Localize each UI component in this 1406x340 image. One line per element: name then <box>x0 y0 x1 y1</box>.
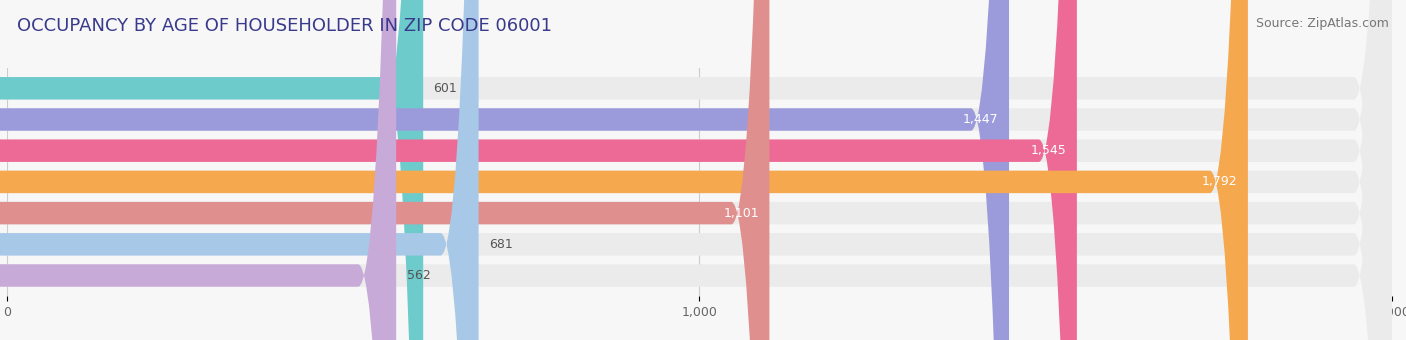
Text: 1,447: 1,447 <box>963 113 998 126</box>
FancyBboxPatch shape <box>0 0 478 340</box>
Text: 1,545: 1,545 <box>1031 144 1067 157</box>
Text: 562: 562 <box>406 269 430 282</box>
FancyBboxPatch shape <box>0 0 396 340</box>
Text: 601: 601 <box>433 82 457 95</box>
Text: 681: 681 <box>489 238 513 251</box>
FancyBboxPatch shape <box>0 0 769 340</box>
Text: 1,792: 1,792 <box>1202 175 1237 188</box>
FancyBboxPatch shape <box>0 0 1010 340</box>
Text: OCCUPANCY BY AGE OF HOUSEHOLDER IN ZIP CODE 06001: OCCUPANCY BY AGE OF HOUSEHOLDER IN ZIP C… <box>17 17 553 35</box>
Text: 1,101: 1,101 <box>724 207 759 220</box>
FancyBboxPatch shape <box>0 0 423 340</box>
FancyBboxPatch shape <box>0 0 1249 340</box>
Text: Source: ZipAtlas.com: Source: ZipAtlas.com <box>1256 17 1389 30</box>
FancyBboxPatch shape <box>0 0 1077 340</box>
